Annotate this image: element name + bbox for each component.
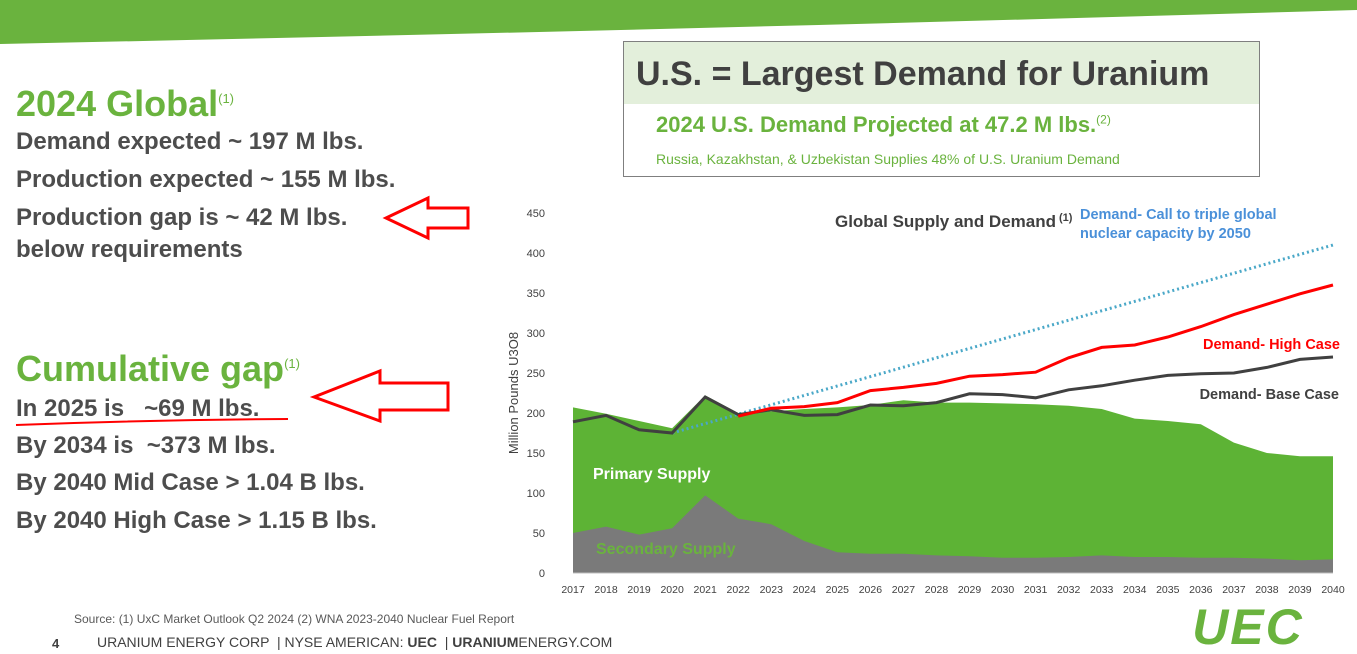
us-demand-callout: U.S. = Largest Demand for Uranium 2024 U… xyxy=(623,41,1260,177)
x-tick-label: 2025 xyxy=(826,584,850,596)
y-tick-label: 100 xyxy=(527,488,545,500)
x-tick-label: 2027 xyxy=(892,584,916,596)
page-number: 4 xyxy=(52,636,60,651)
chart-areas xyxy=(573,395,1333,573)
y-tick-label: 250 xyxy=(527,368,545,380)
y-tick-label: 0 xyxy=(539,568,545,580)
chart-title: Global Supply and Demand xyxy=(835,212,1056,231)
top-banner xyxy=(0,0,1357,44)
y-tick-label: 150 xyxy=(527,448,545,460)
arrow-cumulative-icon xyxy=(309,368,450,424)
x-tick-label: 2034 xyxy=(1123,584,1147,596)
arrow-gap-icon xyxy=(382,195,470,241)
y-tick-label: 400 xyxy=(527,248,545,260)
x-tick-label: 2017 xyxy=(561,584,585,596)
x-tick-label: 2021 xyxy=(693,584,717,596)
secondary-supply-area xyxy=(573,495,1333,573)
triple-capacity-label-line1: Demand- Call to triple global xyxy=(1080,207,1277,223)
underline-2025-icon xyxy=(15,418,289,426)
callout-subtitle-ref: (2) xyxy=(1096,112,1111,127)
triple-capacity-label-line2: nuclear capacity by 2050 xyxy=(1080,226,1251,242)
x-tick-label: 2035 xyxy=(1156,584,1180,596)
cumulative-line-2025: In 2025 is ~69 M lbs. xyxy=(16,395,260,422)
x-tick-label: 2039 xyxy=(1288,584,1312,596)
supply-demand-chart: 0 50 100 150 200 250 300 350 400 450 Million Pound… xyxy=(506,207,1345,596)
annotation-layer xyxy=(15,195,470,426)
high-case-label: Demand- High Case xyxy=(1203,337,1340,353)
callout-header xyxy=(624,42,1259,104)
x-tick-label: 2040 xyxy=(1321,584,1345,596)
footer-source: Source: (1) UxC Market Outlook Q2 2024 (… xyxy=(74,612,515,626)
global-line-gap: Production gap is ~ 42 M lbs. xyxy=(16,204,348,231)
y-tick-label: 50 xyxy=(533,528,545,540)
x-tick-label: 2028 xyxy=(925,584,949,596)
cumulative-line-2034: By 2034 is ~373 M lbs. xyxy=(16,432,276,459)
x-tick-label: 2038 xyxy=(1255,584,1279,596)
high-case-line xyxy=(737,283,1334,418)
callout-note: Russia, Kazakhstan, & Uzbekistan Supplie… xyxy=(656,151,1120,167)
uec-logo: UEC xyxy=(1192,604,1304,648)
x-tick-label: 2022 xyxy=(727,584,751,596)
x-tick-label: 2020 xyxy=(660,584,684,596)
y-tick-label: 200 xyxy=(527,408,545,420)
callout-title: U.S. = Largest Demand for Uranium xyxy=(636,55,1210,93)
cumulative-title: Cumulative gap(1) xyxy=(16,348,300,389)
y-tick-label: 300 xyxy=(527,328,545,340)
x-tick-label: 2036 xyxy=(1189,584,1213,596)
x-tick-label: 2037 xyxy=(1222,584,1246,596)
x-tick-label: 2019 xyxy=(627,584,651,596)
x-tick-label: 2018 xyxy=(594,584,618,596)
x-axis: 2017 2018 2019 2020 2021 2022 2023 2024 2025 2026… xyxy=(561,572,1345,596)
x-tick-label: 2024 xyxy=(793,584,817,596)
global-line-demand: Demand expected ~ 197 M lbs. xyxy=(16,128,364,155)
x-tick-label: 2026 xyxy=(859,584,883,596)
global-line-production: Production expected ~ 155 M lbs. xyxy=(16,166,396,193)
x-tick-label: 2032 xyxy=(1057,584,1081,596)
chart-lines xyxy=(572,243,1334,435)
base-case-label: Demand- Base Case xyxy=(1200,387,1339,403)
y-tick-label: 450 xyxy=(527,208,545,220)
chart-labels: Global Supply and Demand (1) Demand- Call … xyxy=(593,207,1340,558)
cumulative-ref: (1) xyxy=(284,356,300,371)
x-tick-label: 2030 xyxy=(991,584,1015,596)
chart-title-ref: (1) xyxy=(1059,212,1073,224)
base-case-line xyxy=(572,355,1334,435)
x-tick-label: 2029 xyxy=(958,584,982,596)
x-tick-label: 2023 xyxy=(760,584,784,596)
x-tick-label: 2031 xyxy=(1024,584,1048,596)
cumulative-line-2040-high: By 2040 High Case > 1.15 B lbs. xyxy=(16,507,377,534)
secondary-supply-label: Secondary Supply xyxy=(596,541,736,558)
y-axis-label: Million Pounds U3O8 xyxy=(506,332,521,454)
global-ref: (1) xyxy=(218,91,234,106)
callout-subtitle: 2024 U.S. Demand Projected at 47.2 M lbs… xyxy=(656,112,1111,137)
y-axis: 0 50 100 150 200 250 300 350 400 450 Million Pound… xyxy=(506,208,545,580)
footer-corp: URANIUM ENERGY CORP | NYSE AMERICAN: UEC… xyxy=(97,634,613,650)
primary-supply-label: Primary Supply xyxy=(593,466,710,483)
uec-logo-text: UEC xyxy=(1192,604,1304,648)
y-tick-label: 350 xyxy=(527,288,545,300)
x-tick-label: 2033 xyxy=(1090,584,1114,596)
global-line-requirements: below requirements xyxy=(16,236,243,263)
global-title: 2024 Global(1) xyxy=(16,83,234,124)
cumulative-line-2040-mid: By 2040 Mid Case > 1.04 B lbs. xyxy=(16,469,365,496)
